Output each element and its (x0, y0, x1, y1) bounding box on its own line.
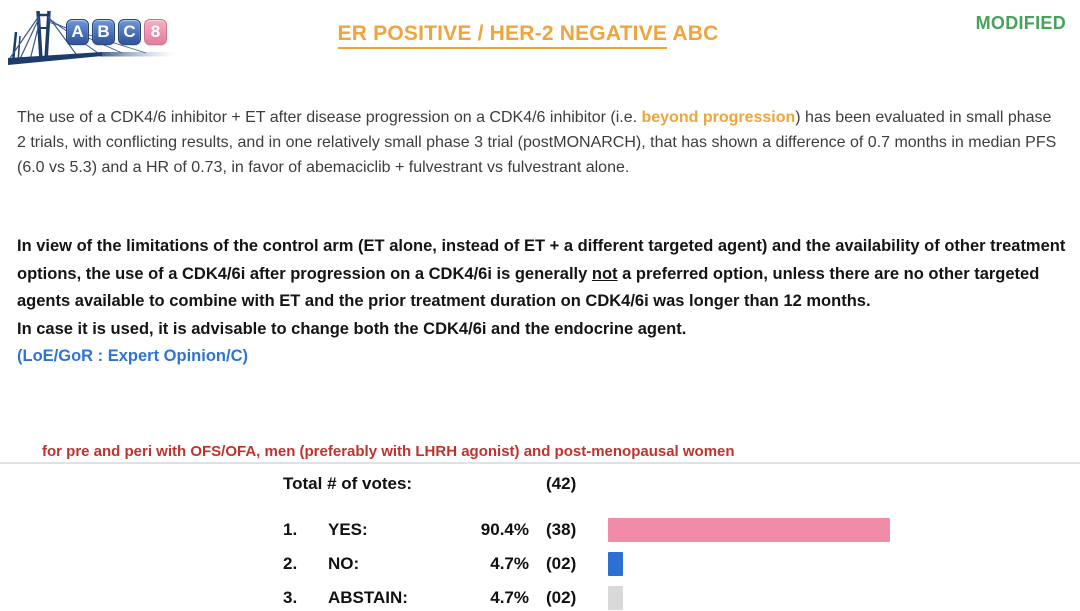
statement-line2: In case it is used, it is advisable to c… (17, 319, 687, 338)
total-votes-count: (42) (546, 474, 577, 493)
vote-bar (608, 552, 623, 576)
vote-bar (608, 518, 890, 542)
statement-paragraph: In view of the limitations of the contro… (17, 233, 1066, 371)
statement-part2: a preferred option, unless there are no … (17, 264, 1040, 311)
vote-row-label: YES: (328, 520, 368, 539)
divider-line (0, 462, 1080, 464)
vote-row-number: 3. (283, 588, 298, 607)
logo-tile-b: B (92, 19, 115, 45)
statement-part1: In view of the limitations of the contro… (17, 237, 1066, 283)
voting-results: Total # of votes: (42) 1. YES: 90.4% (38… (283, 470, 1073, 611)
vote-row-label: NO: (328, 554, 360, 573)
statement-not-underlined: not (591, 264, 618, 283)
statement-main: In view of the limitations of the contro… (17, 233, 1066, 316)
modified-badge: MODIFIED (975, 13, 1066, 33)
abc8-logo: A B C 8 (6, 6, 178, 70)
vote-row-count: (38) (546, 520, 577, 539)
votes-header: Total # of votes: (42) (283, 470, 1073, 498)
vote-row: 1. YES: 90.4% (38) (283, 513, 1073, 547)
page-title: ER POSITIVE / HER-2 NEGATIVE ABC (0, 22, 1068, 49)
total-votes-label: Total # of votes: (283, 474, 413, 493)
intro-highlight: beyond progression (641, 109, 796, 126)
vote-row-label: ABSTAIN: (328, 588, 408, 607)
logo-tiles: A B C 8 (66, 19, 167, 45)
vote-rows: 1. YES: 90.4% (38) 2. NO: 4.7% (02) 3. A… (283, 513, 1073, 611)
page-title-suffix: ABC (667, 22, 719, 45)
intro-part2: ) has been evaluated in small phase 2 tr… (17, 109, 1057, 176)
vote-row-count: (02) (546, 554, 577, 573)
vote-row-pct: 4.7% (490, 588, 529, 607)
voting-subtitle: for pre and peri with OFS/OFA, men (pref… (42, 443, 735, 460)
intro-part1: The use of a CDK4/6 inhibitor + ET after… (17, 109, 642, 126)
intro-paragraph: The use of a CDK4/6 inhibitor + ET after… (17, 105, 1064, 180)
vote-row: 2. NO: 4.7% (02) (283, 547, 1073, 581)
vote-row-count: (02) (546, 588, 577, 607)
logo-tile-8: 8 (144, 19, 167, 45)
vote-row-pct: 90.4% (480, 520, 529, 539)
vote-row-number: 1. (283, 520, 298, 539)
page-title-underlined: ER POSITIVE / HER-2 NEGATIVE (337, 22, 668, 49)
logo-tile-c: C (118, 19, 141, 45)
vote-row: 3. ABSTAIN: 4.7% (02) (283, 581, 1073, 611)
loe-gor-note: (LoE/GoR : Expert Opinion/C) (17, 347, 248, 365)
vote-bar (608, 586, 623, 610)
vote-row-number: 2. (283, 554, 298, 573)
logo-tile-a: A (66, 19, 89, 45)
vote-row-pct: 4.7% (490, 554, 529, 573)
